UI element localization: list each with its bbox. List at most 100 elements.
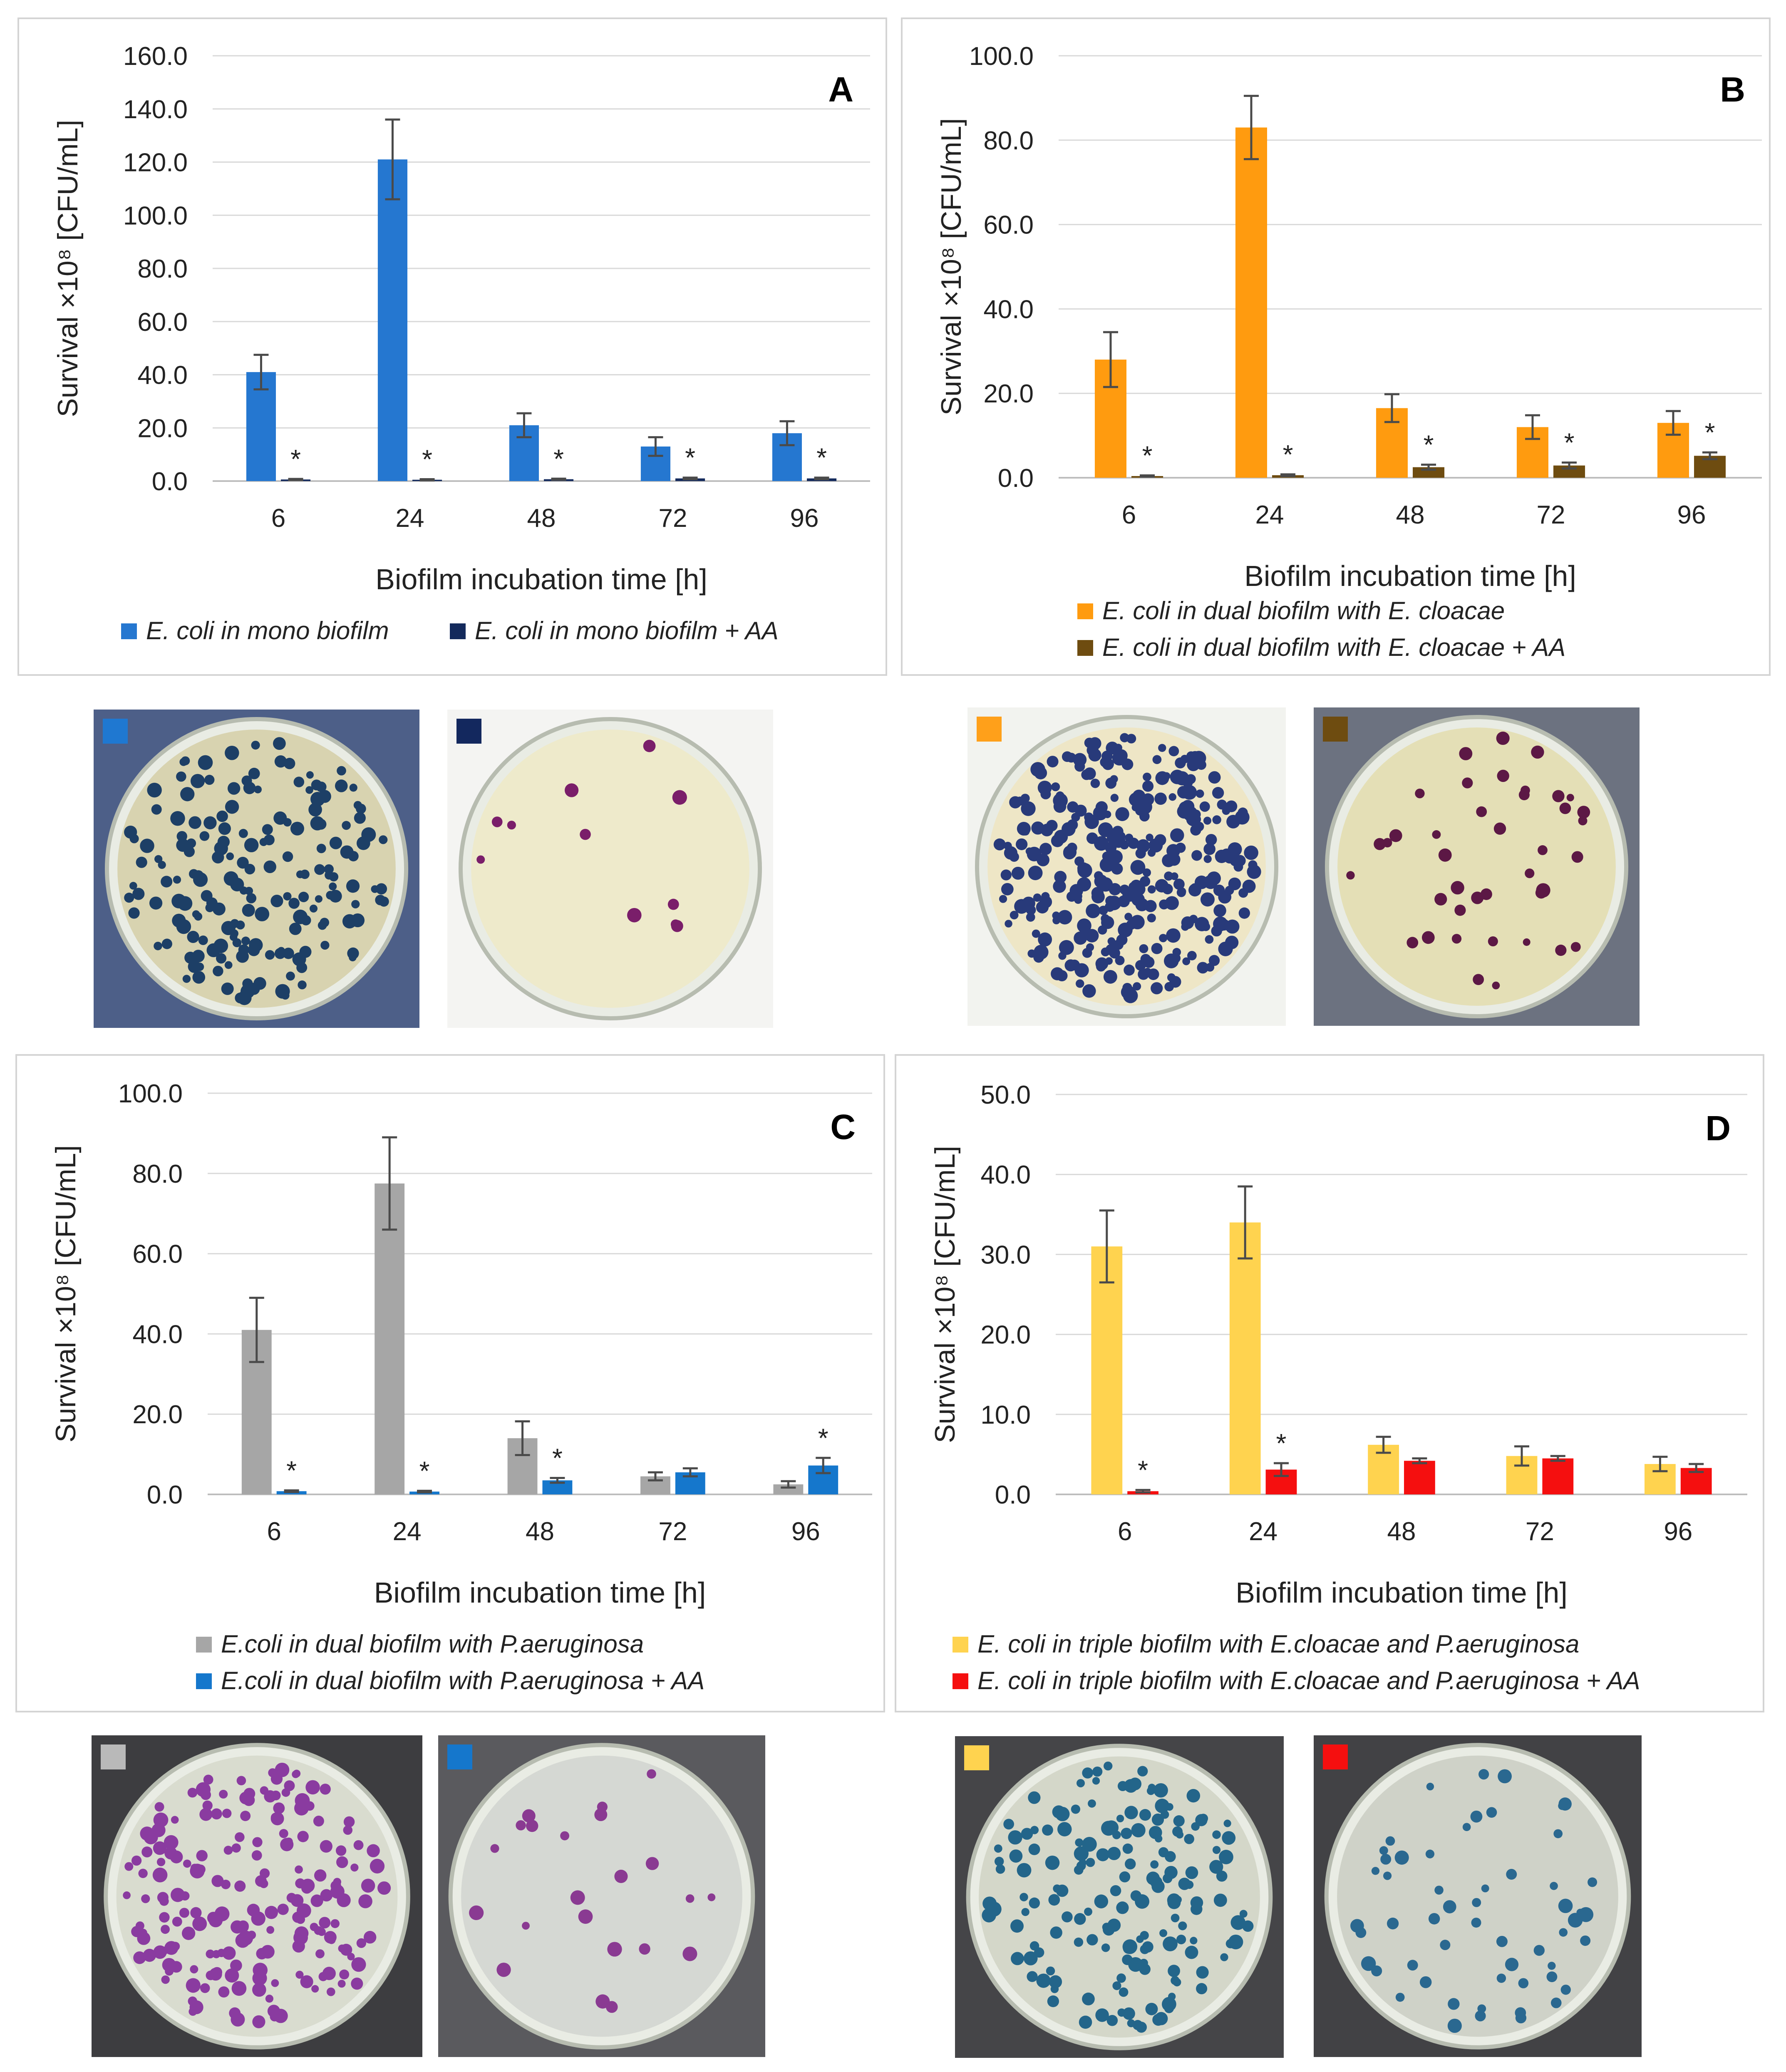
colony (1026, 905, 1036, 915)
significance-star: * (422, 444, 432, 474)
colony (353, 1840, 364, 1850)
plate-photo-6 (438, 1735, 765, 2057)
colony (1187, 951, 1197, 960)
colony (1086, 1858, 1095, 1867)
colony (196, 963, 204, 971)
colony (189, 2007, 197, 2016)
colony (277, 1903, 289, 1915)
colony (154, 941, 162, 950)
colony (290, 821, 304, 836)
colony (1151, 982, 1163, 995)
colony (1010, 911, 1019, 920)
colony (1173, 1815, 1185, 1827)
colony (647, 1769, 656, 1779)
colony (206, 1949, 215, 1959)
colony (1425, 1849, 1435, 1859)
colony (1109, 837, 1117, 846)
colony (1160, 1810, 1169, 1819)
colony (1121, 1828, 1132, 1839)
y-axis-title: Survival ×10⁸ [CFU/mL] (929, 1146, 961, 1443)
colony (570, 1890, 585, 1905)
colony (351, 900, 360, 908)
colony (1147, 885, 1156, 894)
x-tick-label: 6 (1122, 501, 1136, 529)
legend-label: E. coli in mono biofilm (146, 617, 389, 645)
colony (1379, 1846, 1388, 1855)
agar-medium (116, 1755, 398, 2037)
colony (1132, 789, 1146, 803)
colony (270, 1812, 284, 1826)
colony (1170, 828, 1184, 842)
error-bar (284, 1489, 299, 1493)
colony (1000, 869, 1012, 881)
error-bar (419, 478, 435, 481)
colony (1082, 948, 1092, 958)
colony (319, 1917, 331, 1929)
x-tick-label: 48 (1396, 501, 1425, 529)
colony (1394, 1850, 1409, 1865)
colony (207, 1911, 220, 1924)
colony (1171, 1913, 1180, 1923)
colony (1171, 1976, 1180, 1985)
colony (1076, 979, 1084, 988)
colony (614, 1869, 628, 1883)
colony (999, 895, 1007, 903)
colony (1183, 806, 1198, 821)
colony (1084, 1907, 1092, 1916)
colony (1086, 903, 1101, 918)
colony (219, 1789, 228, 1799)
colony (377, 1881, 391, 1895)
colony (627, 908, 642, 923)
colony (199, 1808, 213, 1821)
colony (284, 1780, 295, 1792)
colony (259, 1868, 270, 1878)
colony (1462, 1823, 1471, 1831)
colony (1498, 1769, 1512, 1784)
colony (1032, 929, 1040, 938)
colony (1011, 866, 1024, 880)
error-bar (1412, 1457, 1427, 1464)
colony (1026, 913, 1035, 922)
y-tick-label: 80.0 (137, 255, 188, 283)
colony (578, 1909, 593, 1924)
color-key-square (1323, 717, 1348, 742)
colony (1571, 851, 1583, 863)
bar (375, 1183, 405, 1494)
colony (1550, 1882, 1558, 1890)
colony (1066, 752, 1077, 763)
colony (1091, 887, 1104, 899)
colony (282, 851, 293, 862)
colony (218, 1986, 230, 1998)
colony (1496, 1936, 1508, 1947)
plate-photo-8 (1314, 1735, 1642, 2057)
colony (1021, 1828, 1033, 1840)
colony (1074, 931, 1087, 945)
colony (124, 825, 137, 839)
colony (1074, 1937, 1084, 1947)
colony (316, 844, 326, 854)
colony (337, 766, 346, 776)
legend-item: E.coli in dual biofilm with P.aeruginosa (196, 1630, 644, 1658)
colony (326, 1987, 335, 1996)
colony (1515, 2012, 1527, 2024)
y-tick-label: 20.0 (983, 380, 1034, 408)
chart-panel-b: 0.0 20.0 40.0 60.0 80.0 100.0 6 24 48 72 96 * * * * * B B… (901, 17, 1771, 676)
colony (522, 1809, 536, 1823)
colony (1203, 875, 1218, 889)
bar (377, 159, 407, 481)
colony (1346, 871, 1355, 880)
bar (1542, 1458, 1574, 1494)
colony (490, 1844, 499, 1853)
colony (263, 860, 276, 873)
colony (1419, 1976, 1432, 1988)
plate-drawing (1314, 707, 1640, 1026)
colony (314, 1869, 327, 1882)
error-bar (385, 118, 400, 201)
colony (151, 1823, 166, 1837)
colony (128, 907, 140, 919)
colony (1057, 910, 1072, 925)
colony (123, 1891, 131, 1899)
colony (1140, 954, 1151, 965)
legend-label: E. coli in triple biofilm with E.cloacae… (977, 1630, 1579, 1658)
colony (161, 938, 172, 949)
